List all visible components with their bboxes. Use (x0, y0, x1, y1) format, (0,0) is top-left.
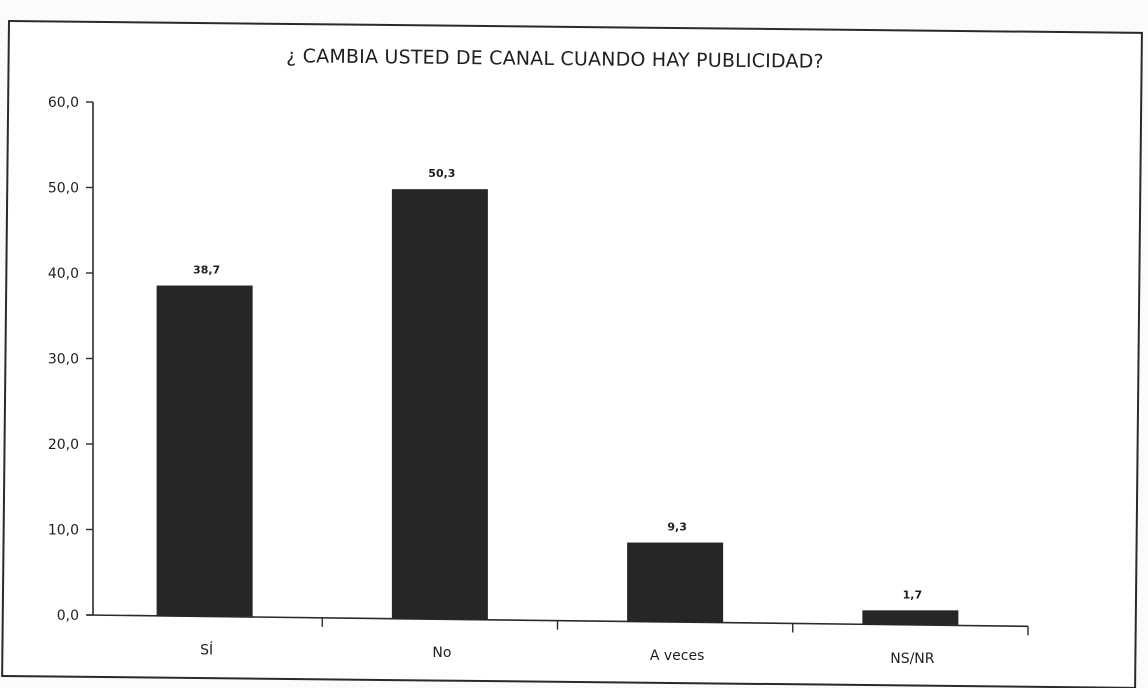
y-tick-label: 20,0 (48, 437, 79, 453)
y-tick-label: 30,0 (48, 352, 79, 368)
data-label: 38,7 (193, 264, 220, 277)
y-tick-label: 10,0 (48, 523, 79, 539)
y-axis-ticks: 0,0 10,0 20,0 30,0 40,0 50,0 60,0 (48, 95, 93, 624)
y-tick-label: 0,0 (57, 608, 79, 624)
x-tick-label: A veces (650, 648, 705, 664)
data-label: 1,7 (903, 588, 923, 601)
bar (391, 189, 488, 620)
bar (156, 285, 253, 617)
y-tick-label: 40,0 (48, 266, 79, 282)
y-tick-label: 50,0 (48, 181, 79, 197)
x-axis-ticks: SÍ No A veces NS/NR (200, 617, 1029, 667)
y-tick-label: 60,0 (48, 95, 79, 111)
bar (862, 610, 959, 625)
data-label: 9,3 (667, 521, 687, 534)
x-tick-label: No (432, 645, 451, 661)
x-tick-label: NS/NR (890, 651, 935, 667)
data-label: 50,3 (428, 167, 455, 180)
x-tick-label: SÍ (200, 641, 213, 658)
bar (627, 542, 724, 623)
bars: 38,7 50,3 9,3 1,7 (156, 167, 959, 625)
